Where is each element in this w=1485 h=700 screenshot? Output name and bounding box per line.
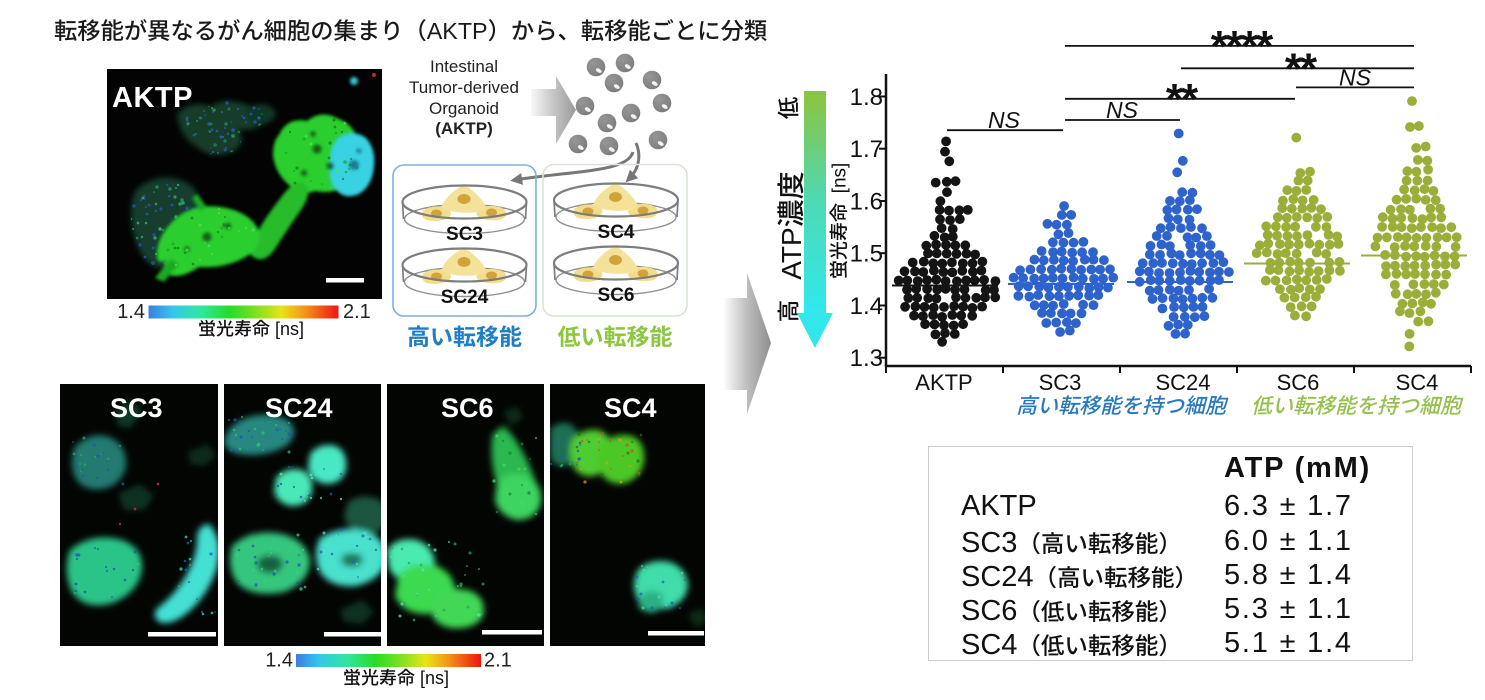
svg-text:**: ** — [1166, 75, 1199, 124]
svg-text:****: **** — [1211, 22, 1274, 71]
svg-text:AKTP: AKTP — [112, 82, 193, 114]
svg-text:SC6: SC6 — [441, 393, 494, 423]
svg-text:1.4: 1.4 — [850, 293, 883, 320]
svg-text:蛍光寿命 [ns]: 蛍光寿命 [ns] — [198, 319, 304, 339]
svg-text:SC3: SC3 — [446, 224, 483, 245]
svg-text:SC24: SC24 — [1155, 370, 1210, 395]
svg-text:NS: NS — [988, 107, 1021, 133]
svg-text:高: 高 — [777, 300, 802, 323]
svg-text:SC24: SC24 — [441, 287, 489, 308]
svg-text:SC4: SC4 — [598, 222, 635, 243]
svg-text:SC6: SC6 — [598, 285, 635, 306]
svg-text:1.4: 1.4 — [265, 650, 293, 672]
svg-text:SC6: SC6 — [1277, 370, 1320, 395]
svg-text:**: ** — [1285, 44, 1318, 93]
svg-text:AKTP: AKTP — [915, 370, 972, 395]
svg-text:[ns]: [ns] — [830, 163, 851, 194]
svg-text:1.3: 1.3 — [850, 345, 883, 372]
svg-text:蛍光寿命: 蛍光寿命 — [829, 203, 851, 279]
svg-text:1.5: 1.5 — [850, 241, 883, 268]
svg-text:NS: NS — [1106, 97, 1139, 123]
svg-text:低い転移能を持つ細胞: 低い転移能を持つ細胞 — [1251, 395, 1464, 418]
svg-text:1.6: 1.6 — [850, 189, 883, 216]
svg-text:1.8: 1.8 — [850, 84, 883, 111]
svg-text:ATP濃度: ATP濃度 — [776, 171, 807, 279]
svg-text:NS: NS — [1339, 64, 1372, 90]
svg-text:SC3: SC3 — [1039, 370, 1082, 395]
svg-text:蛍光寿命 [ns]: 蛍光寿命 [ns] — [343, 668, 449, 688]
svg-text:1.7: 1.7 — [850, 136, 883, 163]
svg-text:低: 低 — [777, 96, 802, 119]
svg-text:SC3: SC3 — [110, 393, 163, 423]
svg-text:SC4: SC4 — [1396, 370, 1439, 395]
svg-text:高い転移能を持つ細胞: 高い転移能を持つ細胞 — [1016, 395, 1229, 418]
svg-text:2.1: 2.1 — [484, 650, 512, 672]
svg-text:1.4: 1.4 — [117, 301, 145, 323]
svg-text:SC24: SC24 — [265, 393, 333, 423]
svg-text:2.1: 2.1 — [343, 301, 371, 323]
svg-text:SC4: SC4 — [604, 393, 657, 423]
